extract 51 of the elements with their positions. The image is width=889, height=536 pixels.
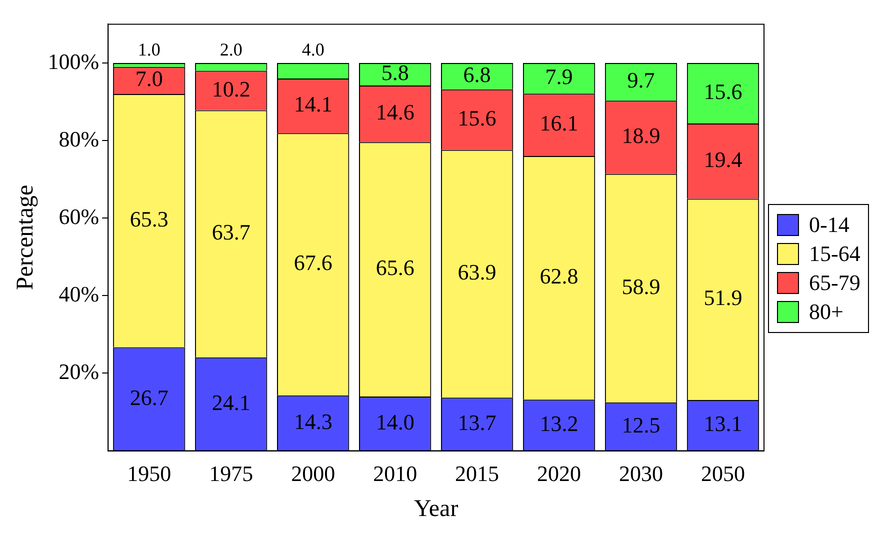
- data-label: 58.9: [622, 274, 660, 299]
- x-tick-label: 2050: [701, 460, 746, 486]
- data-label: 14.6: [376, 100, 414, 125]
- data-label: 2.0: [220, 40, 242, 60]
- data-label: 63.7: [212, 220, 250, 245]
- x-tick-label: 1975: [209, 460, 254, 486]
- data-label: 5.8: [381, 60, 409, 86]
- data-label: 51.9: [704, 285, 742, 310]
- data-label: 65.6: [376, 255, 414, 280]
- data-label: 26.7: [130, 384, 168, 410]
- data-label: 14.1: [294, 92, 332, 117]
- data-label: 13.2: [540, 410, 578, 436]
- x-tick-label: 2010: [373, 460, 418, 486]
- x-tick-label: 2015: [455, 460, 500, 486]
- data-label: 7.9: [545, 64, 573, 90]
- legend-label: 65-79: [809, 270, 860, 296]
- y-tick-label: 80%: [58, 126, 100, 152]
- x-axis-title: Year: [414, 496, 458, 522]
- data-label: 65.3: [130, 206, 168, 232]
- y-tick-label: 40%: [58, 281, 100, 306]
- x-tick-label: 1950: [127, 460, 172, 486]
- x-tick-label: 2020: [537, 460, 582, 486]
- data-label: 63.9: [458, 260, 496, 285]
- data-label: 1.0: [138, 40, 160, 60]
- legend-label: 0-14: [809, 212, 850, 238]
- data-label: 12.5: [622, 412, 660, 438]
- y-tick-label: 20%: [58, 359, 100, 384]
- data-label: 67.6: [294, 250, 332, 276]
- y-tick-label: 60%: [58, 204, 100, 229]
- data-label: 10.2: [212, 76, 250, 102]
- data-label: 9.7: [627, 68, 655, 93]
- y-axis-title: Percentage: [12, 184, 39, 290]
- data-label: 16.1: [540, 110, 578, 136]
- data-label: 13.7: [458, 410, 496, 436]
- data-label: 6.8: [463, 62, 491, 87]
- data-label: 15.6: [458, 105, 496, 130]
- data-label: 24.1: [212, 390, 250, 415]
- data-label: 14.0: [376, 409, 414, 434]
- legend-label: 80+: [809, 298, 844, 324]
- x-tick-label: 2030: [619, 460, 664, 486]
- data-label: 14.3: [294, 408, 332, 434]
- data-label: 19.4: [704, 146, 742, 172]
- data-label: 4.0: [302, 40, 324, 60]
- data-label: 15.6: [704, 79, 742, 104]
- data-label: 13.1: [704, 411, 742, 436]
- data-label: 18.9: [622, 123, 660, 148]
- text: 15-64: [809, 240, 860, 266]
- x-tick-label: 2000: [291, 460, 336, 486]
- y-tick-label: 100%: [48, 48, 100, 74]
- data-label: 7.0: [135, 66, 163, 92]
- data-label: 62.8: [540, 264, 578, 289]
